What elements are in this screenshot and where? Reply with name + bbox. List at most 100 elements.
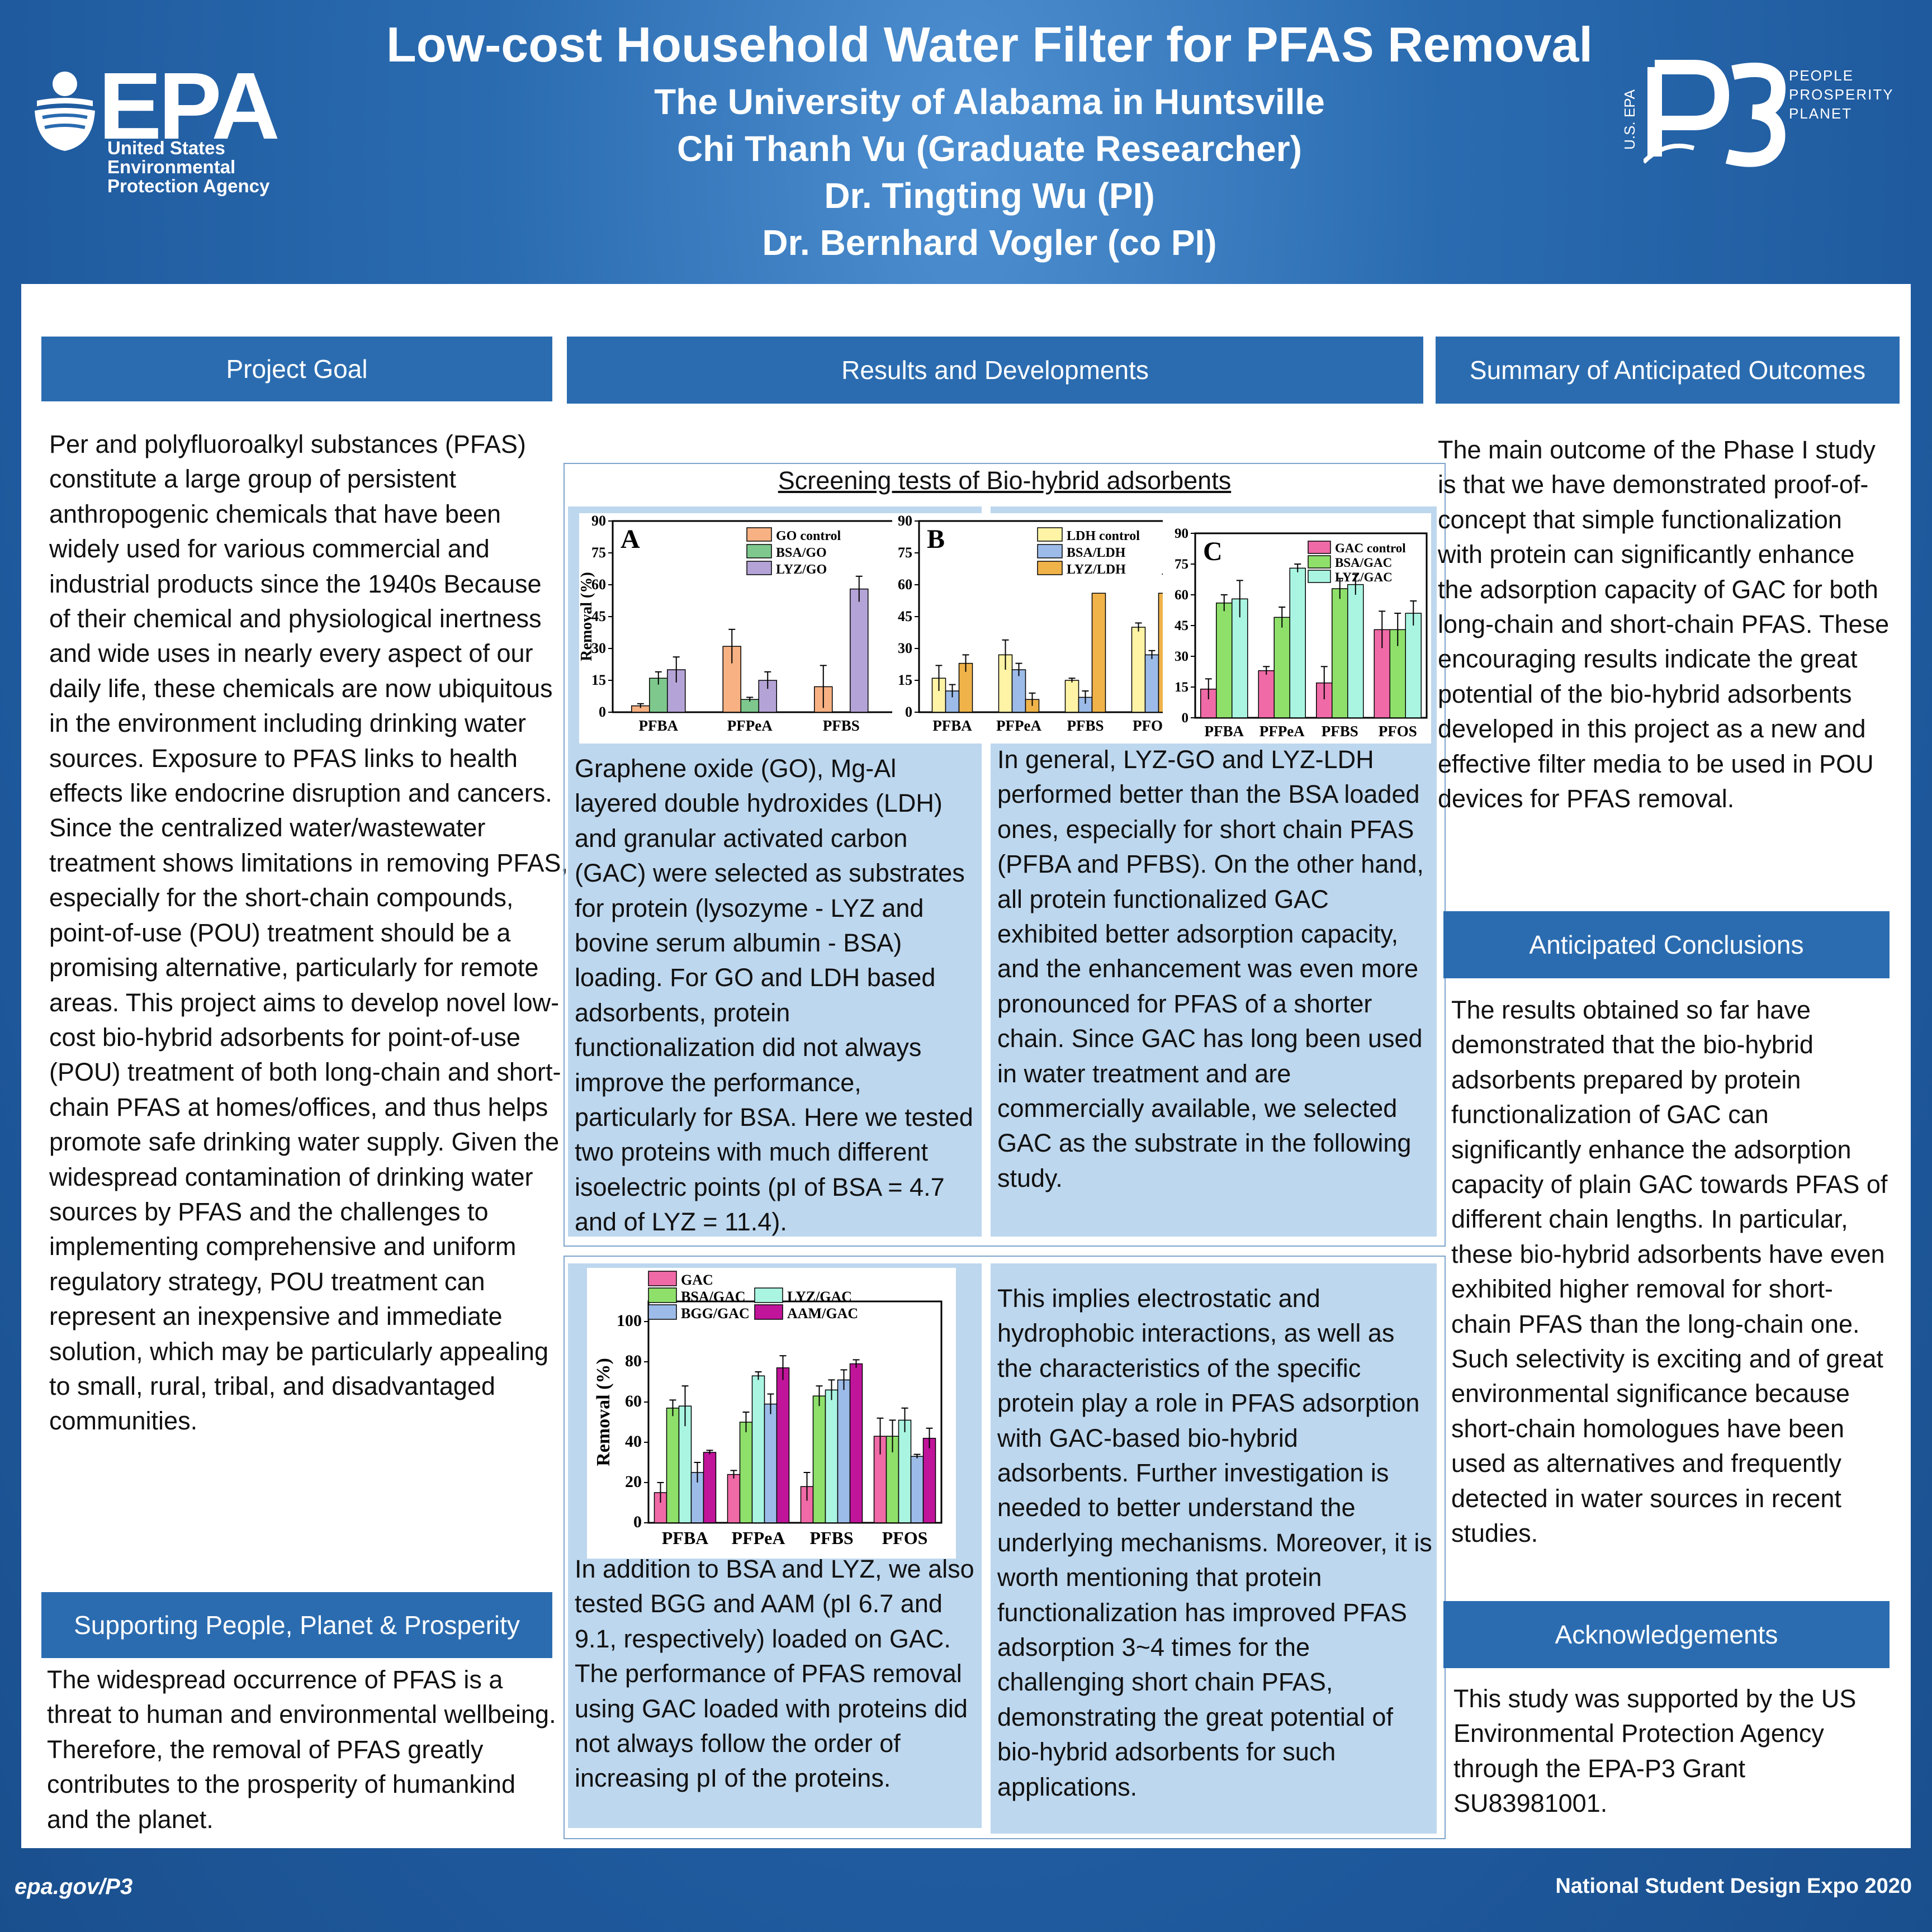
subtitle-co-pi: Dr. Bernhard Vogler (co PI) xyxy=(762,222,1217,263)
bar-lyz-gac xyxy=(1232,598,1248,718)
legend-swatch xyxy=(754,1304,783,1320)
summary-header: Summary of Anticipated Outcomes xyxy=(1436,337,1900,404)
chart-d: 0 20 40 60 80 100 PFBA PFPeA PFBS PFOS Removal (%)… xyxy=(593,1271,943,1548)
y-tick-label: 60 xyxy=(1175,588,1188,603)
bar-lyz-gac xyxy=(1289,567,1306,718)
p3-logo: U.S. EPA PEOPLE PROSPERITY PLANET xyxy=(1621,56,1912,168)
y-tick-label: 100 xyxy=(617,1311,642,1330)
bar-lyz-ldh xyxy=(1091,593,1106,713)
legend-swatch xyxy=(1037,527,1063,542)
bar-bsa-gac xyxy=(1216,602,1233,718)
y-axis-label: Removal (%) xyxy=(593,1358,614,1466)
legend-swatch xyxy=(648,1271,677,1286)
bar-gac xyxy=(727,1474,741,1523)
legend-swatch xyxy=(746,544,772,558)
chart-d-panel: 0 20 40 60 80 100 PFBA PFPeA PFBS PFOS Removal (%)… xyxy=(587,1268,956,1559)
bar-aam-gac xyxy=(849,1363,863,1523)
bar-ldh-control xyxy=(1131,627,1146,713)
y-tick-label: 75 xyxy=(591,544,606,561)
legend-label: BGG/GAC xyxy=(681,1305,750,1322)
legend-label: BSA/GAC xyxy=(1335,556,1392,570)
chart-c-panel: 0 15 30 45 60 75 90 PFBA PFPeA PFBS PFOS C GAC contr… xyxy=(1163,513,1431,744)
legend-label: LYZ/GAC xyxy=(787,1289,852,1305)
bar-lyz-gac xyxy=(825,1389,839,1523)
screening-text-lyz-performance: In general, LYZ-GO and LYZ-LDH performed… xyxy=(997,745,1424,1192)
legend-label: BSA/LDH xyxy=(1067,546,1126,560)
acknowledgements-header: Acknowledgements xyxy=(1443,1601,1890,1668)
bar-aam-gac xyxy=(703,1452,717,1523)
y-tick-label: 60 xyxy=(625,1392,642,1410)
y-tick-label: 40 xyxy=(625,1432,642,1451)
x-category-label: PFBS xyxy=(809,1528,853,1548)
y-tick-label: 45 xyxy=(1175,618,1188,633)
footer-url[interactable]: epa.gov/P3 xyxy=(15,1874,133,1899)
content-area: Project Goal Per and polyfluoroalkyl sub… xyxy=(21,284,1911,1848)
chart-3-plot-border xyxy=(647,1300,943,1524)
legend-label: LYZ/LDH xyxy=(1067,562,1126,577)
project-goal-header: Project Goal xyxy=(41,337,552,401)
poster-title: Low-cost Household Water Filter for PFAS… xyxy=(386,17,1593,72)
y-tick-label: 45 xyxy=(898,608,912,624)
legend-label: LDH control xyxy=(1067,529,1140,543)
y-tick-label: 30 xyxy=(898,640,912,656)
x-category-label: PFBS xyxy=(823,717,860,734)
chart-b-panel: 0 15 30 45 60 75 90 PFBA PFPeA PFBS PFOS B LDH contr… xyxy=(892,513,1188,744)
bar-lyz-gac xyxy=(751,1375,765,1523)
x-category-label: PFBA xyxy=(662,1528,709,1548)
x-category-label: PFOS xyxy=(882,1528,928,1548)
bar-bgg-gac xyxy=(910,1456,924,1523)
y-tick-label: 30 xyxy=(591,640,606,656)
x-category-label: PFBA xyxy=(639,717,679,734)
legend-swatch xyxy=(746,527,772,542)
bar-ldh-control xyxy=(1064,680,1079,713)
y-tick-label: 0 xyxy=(599,704,606,720)
screening-text-left-bg xyxy=(568,1027,982,1237)
summary-text: The main outcome of the Phase I study is… xyxy=(1438,435,1890,813)
gac-proteins-text: In addition to BSA and LYZ, we also test… xyxy=(575,1555,974,1793)
legend-swatch xyxy=(648,1287,677,1303)
y-tick-label: 90 xyxy=(1175,526,1188,541)
epa-agency-name: United States Environmental Protection A… xyxy=(107,138,270,196)
epa-flower-icon xyxy=(35,72,95,151)
x-category-label: PFPeA xyxy=(727,717,773,734)
bar-bgg-gac xyxy=(837,1379,851,1523)
screening-title: Screening tests of Bio-hybrid adsorbents xyxy=(778,466,1232,495)
y-tick-label: 90 xyxy=(898,513,912,529)
p3-mark-icon xyxy=(1644,60,1786,167)
panel-label: C xyxy=(1203,537,1223,566)
legend-swatch xyxy=(746,561,772,575)
y-tick-label: 15 xyxy=(1175,680,1188,695)
legend-swatch xyxy=(754,1287,783,1303)
gac-right-bg xyxy=(991,1263,1437,1834)
x-category-label: PFPeA xyxy=(1259,723,1305,740)
y-tick-label: 90 xyxy=(591,513,606,529)
x-category-label: PFOS xyxy=(1379,723,1417,740)
legend-swatch xyxy=(1308,555,1331,569)
bar-bsa-gac xyxy=(739,1422,753,1523)
gac-mechanism-text: This implies electrostatic and hydrophob… xyxy=(997,1284,1432,1801)
y-tick-label: 45 xyxy=(591,608,606,624)
subtitle-university: The University of Alabama in Huntsville xyxy=(654,82,1325,122)
bar-bsa-gac xyxy=(1273,617,1290,718)
subtitle-graduate-researcher: Chi Thanh Vu (Graduate Researcher) xyxy=(677,129,1302,169)
x-category-label: PFBA xyxy=(1205,723,1244,740)
bar-bgg-gac xyxy=(764,1403,778,1523)
chart-c: 0 15 30 45 60 75 90 PFBA PFPeA PFBS PFOS C GAC contr… xyxy=(1175,526,1428,740)
project-goal-text: Per and polyfluoroalkyl substances (PFAS… xyxy=(49,430,568,1436)
y-tick-label: 60 xyxy=(591,576,606,593)
y-tick-label: 0 xyxy=(905,704,912,720)
panel-label: A xyxy=(621,524,640,554)
y-tick-label: 30 xyxy=(1175,649,1188,664)
epa-logo: EPA United States Environmental Protecti… xyxy=(31,56,280,201)
y-tick-label: 20 xyxy=(625,1472,642,1491)
subtitle-pi: Dr. Tingting Wu (PI) xyxy=(824,176,1155,216)
y-tick-label: 15 xyxy=(591,672,606,688)
supporting-text: The widespread occurrence of PFAS is a t… xyxy=(47,1665,556,1834)
y-tick-label: 0 xyxy=(633,1513,642,1531)
header-titles: Low-cost Household Water Filter for PFAS… xyxy=(313,11,1666,266)
legend-label: GAC control xyxy=(1335,541,1406,555)
bar-bsa-ldh xyxy=(1011,669,1026,713)
bar-bsa-ldh xyxy=(1144,654,1159,713)
bar-aam-gac xyxy=(776,1367,790,1523)
